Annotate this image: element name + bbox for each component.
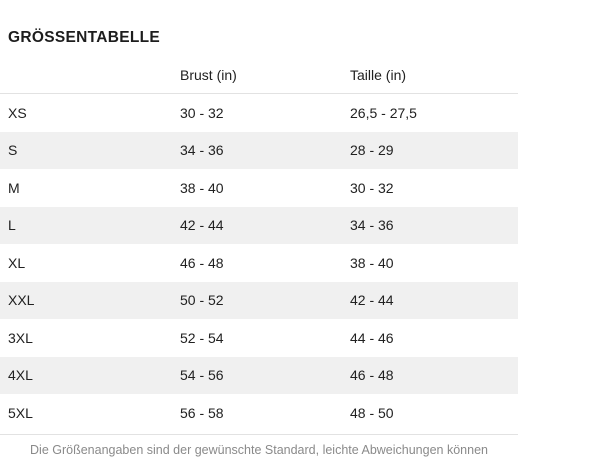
size-cell: 4XL (8, 367, 33, 384)
brust-cell: 34 - 36 (180, 142, 224, 159)
taille-cell: 26,5 - 27,5 (350, 104, 417, 121)
page-title: GRÖSSENTABELLE (8, 29, 161, 46)
taille-cell: 48 - 50 (350, 404, 394, 421)
table-row-m: M 38 - 40 30 - 32 (0, 169, 518, 207)
brust-cell: 54 - 56 (180, 367, 224, 384)
taille-cell: 42 - 44 (350, 292, 394, 309)
size-note: Die Größenangaben sind der gewünschte St… (30, 442, 488, 458)
table-bottom-divider (0, 433, 518, 435)
taille-cell: 46 - 48 (350, 367, 394, 384)
table-row-xl: XL 46 - 48 38 - 40 (0, 244, 518, 282)
size-cell: XS (8, 104, 27, 121)
size-cell: M (8, 179, 20, 196)
taille-cell: 28 - 29 (350, 142, 394, 159)
table-row-3xl: 3XL 52 - 54 44 - 46 (0, 319, 518, 357)
taille-cell: 44 - 46 (350, 329, 394, 346)
brust-cell: 56 - 58 (180, 404, 224, 421)
brust-cell: 52 - 54 (180, 329, 224, 346)
size-cell: 3XL (8, 329, 33, 346)
header-cell-brust: Brust (in) (180, 67, 237, 83)
size-cell: XL (8, 254, 26, 271)
table-header-row: Brust (in) Taille (in) (0, 57, 518, 94)
brust-cell: 38 - 40 (180, 179, 224, 196)
header-cell-taille: Taille (in) (350, 67, 407, 83)
table-row-xs: XS 30 - 32 26,5 - 27,5 (0, 94, 518, 132)
table-row-5xl: 5XL 56 - 58 48 - 50 (0, 394, 518, 432)
brust-cell: 30 - 32 (180, 104, 224, 121)
taille-cell: 38 - 40 (350, 254, 394, 271)
size-cell: S (8, 142, 18, 159)
table-row-4xl: 4XL 54 - 56 46 - 48 (0, 356, 518, 394)
size-cell: 5XL (8, 404, 33, 421)
brust-cell: 50 - 52 (180, 292, 224, 309)
size-cell: XXL (8, 292, 35, 309)
size-table: Brust (in) Taille (in) XS 30 - 32 26,5 -… (0, 57, 518, 432)
size-cell: L (8, 217, 16, 234)
taille-cell: 30 - 32 (350, 179, 394, 196)
taille-cell: 34 - 36 (350, 217, 394, 234)
brust-cell: 46 - 48 (180, 254, 224, 271)
brust-cell: 42 - 44 (180, 217, 224, 234)
table-row-s: S 34 - 36 28 - 29 (0, 131, 518, 169)
table-row-l: L 42 - 44 34 - 36 (0, 206, 518, 244)
table-row-xxl: XXL 50 - 52 42 - 44 (0, 281, 518, 319)
